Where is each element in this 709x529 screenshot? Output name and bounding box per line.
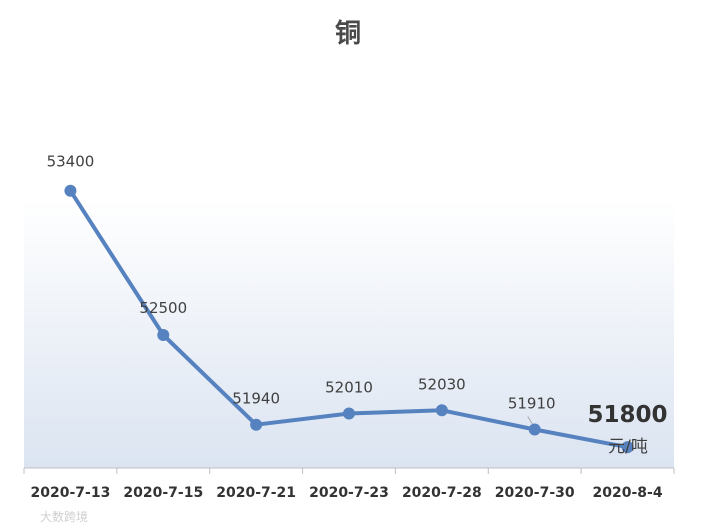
- data-label: 51910: [508, 395, 556, 413]
- unit-label: 元/吨: [608, 437, 648, 457]
- watermark: 大数跨境: [40, 509, 88, 524]
- x-tick-label: 2020-7-23: [309, 485, 389, 501]
- data-label: 52010: [325, 379, 373, 397]
- data-point: [64, 184, 77, 197]
- data-point: [343, 407, 355, 420]
- label-leader-line: [527, 416, 534, 425]
- x-tick-label: 2020-8-4: [593, 485, 663, 501]
- data-point: [528, 423, 541, 436]
- x-tick-label: 2020-7-28: [402, 485, 482, 501]
- x-axis-ticks: [23, 468, 675, 474]
- data-point: [621, 441, 634, 454]
- chart-title: 铜: [335, 19, 361, 49]
- data-label: 51940: [232, 390, 280, 408]
- x-tick-label: 2020-7-13: [31, 485, 111, 501]
- data-labels: 53400 52500 51940 52010 52030 51910 51800: [47, 153, 668, 428]
- data-label: 52030: [418, 375, 466, 393]
- x-tick-label: 2020-7-21: [216, 485, 296, 501]
- x-axis-tick-labels: 2020-7-13 2020-7-15 2020-7-21 2020-7-23 2020…: [31, 485, 663, 501]
- data-label: 53400: [47, 153, 95, 171]
- data-point: [435, 404, 448, 417]
- data-points: [64, 184, 634, 454]
- x-tick-label: 2020-7-30: [495, 485, 575, 501]
- data-label: 51800: [588, 402, 668, 428]
- plot-background: [24, 200, 674, 468]
- data-point: [157, 328, 170, 341]
- data-point: [250, 418, 263, 431]
- data-label: 52500: [139, 299, 187, 317]
- x-tick-label: 2020-7-15: [123, 485, 203, 501]
